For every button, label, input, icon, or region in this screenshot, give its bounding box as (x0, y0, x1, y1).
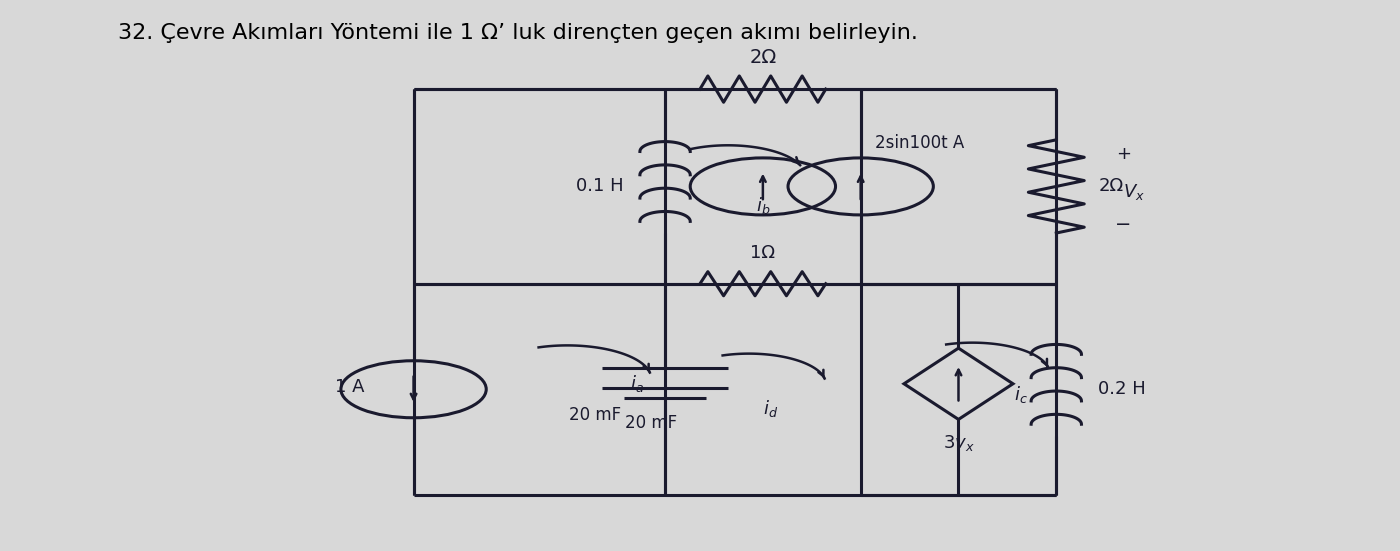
Text: 20 mF: 20 mF (624, 414, 678, 432)
Text: 2sin100t A: 2sin100t A (875, 133, 965, 152)
Text: 1 A: 1 A (335, 377, 364, 396)
Text: $i_d$: $i_d$ (763, 398, 778, 419)
Text: 32. Çevre Akımları Yöntemi ile 1 Ω’ luk dirençten geçen akımı belirleyin.: 32. Çevre Akımları Yöntemi ile 1 Ω’ luk … (119, 23, 918, 44)
Text: 20 mF: 20 mF (570, 406, 622, 424)
Text: $i_b$: $i_b$ (756, 195, 770, 216)
Text: −: − (1116, 215, 1131, 234)
Text: $i_c$: $i_c$ (1015, 384, 1028, 405)
Text: 0.1 H: 0.1 H (575, 177, 623, 196)
Text: 2Ω: 2Ω (1098, 177, 1123, 196)
Text: $3v_x$: $3v_x$ (942, 433, 974, 453)
Text: 1Ω: 1Ω (750, 244, 776, 262)
Text: 0.2 H: 0.2 H (1098, 380, 1147, 398)
Text: $V_x$: $V_x$ (1123, 182, 1145, 202)
Text: +: + (1116, 144, 1131, 163)
Text: 2Ω: 2Ω (749, 48, 777, 67)
Text: $i_a$: $i_a$ (630, 373, 644, 395)
